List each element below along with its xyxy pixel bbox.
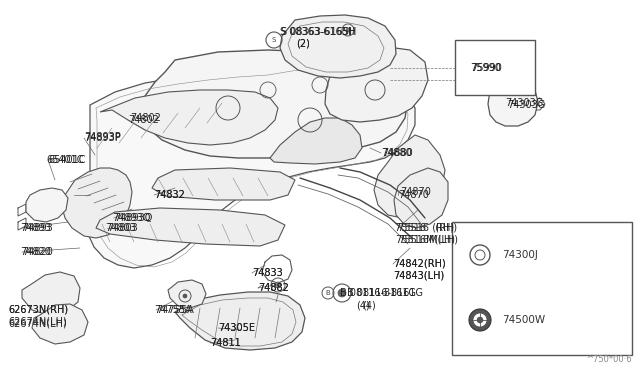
Text: 75990: 75990	[470, 63, 501, 73]
Text: 62674N(LH): 62674N(LH)	[8, 317, 67, 327]
Polygon shape	[96, 208, 285, 246]
Text: B 08116-8161G: B 08116-8161G	[340, 288, 416, 298]
Text: 74803: 74803	[105, 223, 136, 233]
Text: 75516  (RH): 75516 (RH)	[395, 222, 454, 232]
Text: 75516M(LH): 75516M(LH)	[395, 235, 455, 245]
Polygon shape	[374, 135, 445, 218]
Text: 74755A: 74755A	[156, 305, 194, 315]
Text: 65401C: 65401C	[48, 155, 86, 165]
Circle shape	[475, 250, 485, 260]
Text: 75516  (RH): 75516 (RH)	[398, 223, 457, 233]
Text: 74303G: 74303G	[507, 100, 545, 110]
Polygon shape	[100, 90, 278, 145]
Text: 74842(RH): 74842(RH)	[393, 259, 445, 269]
Polygon shape	[32, 304, 88, 344]
Text: 74820: 74820	[22, 247, 53, 257]
Text: 74842(RH): 74842(RH)	[393, 259, 445, 269]
Text: 75516M(LH): 75516M(LH)	[398, 235, 458, 245]
Text: S 08363-6165H: S 08363-6165H	[281, 27, 356, 37]
Text: 65401C: 65401C	[46, 155, 83, 165]
Text: (2): (2)	[296, 39, 310, 49]
Text: S: S	[272, 37, 276, 43]
Text: 74303G: 74303G	[505, 98, 543, 108]
Text: 62674N(LH): 62674N(LH)	[8, 318, 67, 328]
Text: 74893Q: 74893Q	[114, 213, 152, 223]
Text: 74811: 74811	[210, 338, 241, 348]
Polygon shape	[394, 168, 448, 228]
Text: 74843(LH): 74843(LH)	[393, 271, 444, 281]
Circle shape	[470, 245, 490, 265]
Text: 74843(LH): 74843(LH)	[393, 271, 444, 281]
Text: 74802: 74802	[130, 113, 161, 123]
Text: ^750*00·6: ^750*00·6	[586, 355, 632, 364]
Text: S 08363-6165H: S 08363-6165H	[280, 27, 355, 37]
Text: (4): (4)	[362, 300, 376, 310]
Circle shape	[338, 289, 346, 297]
Text: 74893P: 74893P	[84, 132, 121, 142]
Text: 74755A: 74755A	[154, 305, 192, 315]
Polygon shape	[175, 292, 305, 350]
Polygon shape	[142, 50, 408, 158]
Polygon shape	[22, 272, 80, 315]
Polygon shape	[488, 78, 538, 126]
Text: (4): (4)	[356, 300, 370, 310]
Text: 74893P: 74893P	[84, 133, 121, 143]
Bar	[455, 40, 535, 95]
Text: 74305E: 74305E	[218, 323, 255, 333]
Circle shape	[275, 282, 281, 288]
Text: 74802: 74802	[128, 115, 159, 125]
Text: 74893: 74893	[22, 223, 52, 233]
Circle shape	[477, 317, 483, 323]
Text: 74870: 74870	[400, 187, 431, 197]
Circle shape	[183, 294, 187, 298]
Text: 74882: 74882	[258, 283, 289, 293]
Text: B 08116-8161G: B 08116-8161G	[347, 288, 423, 298]
Text: 74305E: 74305E	[218, 323, 255, 333]
Polygon shape	[168, 280, 206, 308]
Circle shape	[346, 28, 350, 32]
Circle shape	[473, 313, 487, 327]
Text: 74832: 74832	[154, 190, 185, 200]
Text: 74893: 74893	[20, 223, 51, 233]
Polygon shape	[280, 15, 396, 78]
Text: (2): (2)	[296, 39, 310, 49]
Text: 74811: 74811	[210, 338, 241, 348]
Text: 74880: 74880	[382, 148, 413, 158]
Text: 62673N(RH): 62673N(RH)	[8, 305, 68, 315]
Text: 74870: 74870	[398, 190, 429, 200]
Bar	[452, 222, 632, 355]
Text: B: B	[326, 290, 330, 296]
Text: 74893Q: 74893Q	[112, 213, 150, 223]
Text: 74882: 74882	[258, 283, 289, 293]
Text: 74833: 74833	[252, 268, 283, 278]
Circle shape	[469, 309, 491, 331]
Text: 74820: 74820	[20, 247, 51, 257]
Text: 74833: 74833	[252, 268, 283, 278]
Text: 74500W: 74500W	[502, 315, 545, 325]
Polygon shape	[62, 168, 132, 238]
Polygon shape	[325, 46, 428, 122]
Text: 62673N(RH): 62673N(RH)	[8, 305, 68, 315]
Polygon shape	[26, 188, 68, 222]
Polygon shape	[86, 60, 415, 268]
Polygon shape	[152, 168, 295, 200]
Text: 75990: 75990	[471, 63, 502, 73]
Polygon shape	[270, 118, 362, 164]
Text: 74832: 74832	[154, 190, 185, 200]
Text: 74803: 74803	[107, 223, 138, 233]
Text: 74300J: 74300J	[502, 250, 538, 260]
Text: 74880: 74880	[381, 148, 412, 158]
